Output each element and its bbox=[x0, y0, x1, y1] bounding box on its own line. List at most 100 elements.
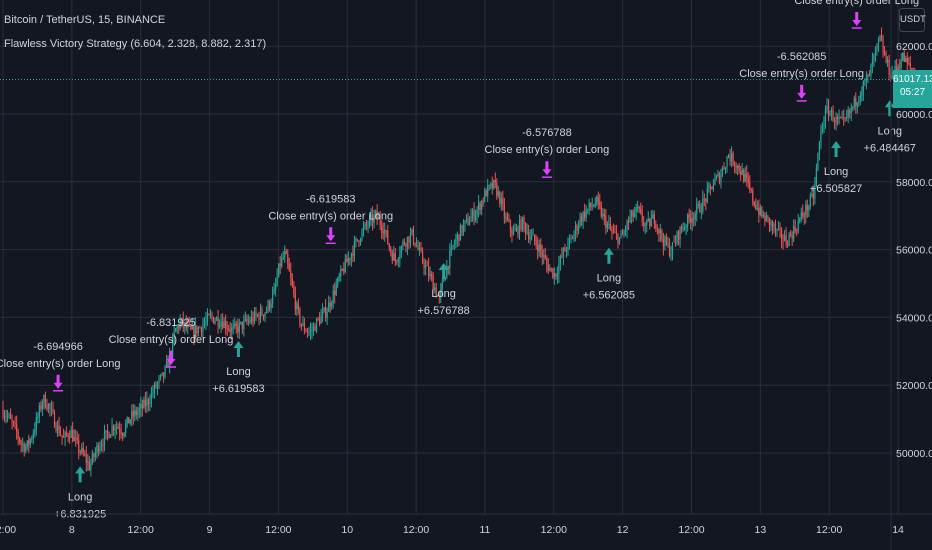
candle-body bbox=[296, 303, 298, 310]
candle-body bbox=[409, 233, 412, 243]
candle-body bbox=[524, 224, 527, 233]
candle-body bbox=[511, 229, 513, 235]
candle-body bbox=[858, 100, 860, 103]
candle-body bbox=[470, 216, 472, 222]
candle-body bbox=[521, 217, 524, 230]
candle-body bbox=[585, 210, 587, 218]
candle-body bbox=[96, 445, 98, 453]
candle-body bbox=[462, 224, 465, 233]
candle-body bbox=[238, 322, 240, 333]
candle-body bbox=[100, 445, 103, 448]
candle-body bbox=[771, 221, 774, 227]
candle-body bbox=[231, 327, 233, 332]
candle-body bbox=[783, 235, 786, 241]
candle-body bbox=[673, 241, 675, 243]
candle-body bbox=[373, 214, 375, 223]
symbol-title[interactable]: Bitcoin / TetherUS, 15, BINANCE bbox=[4, 14, 166, 26]
candle-body bbox=[379, 217, 381, 226]
candle-body bbox=[823, 123, 825, 127]
candle-body bbox=[867, 74, 869, 78]
candle-body bbox=[868, 74, 871, 77]
candle-body bbox=[499, 191, 501, 204]
candle-body bbox=[579, 216, 581, 226]
candle-body bbox=[79, 451, 81, 453]
candle-body bbox=[259, 309, 262, 320]
candle-body bbox=[415, 245, 418, 247]
candle-body bbox=[743, 169, 745, 182]
candle-body bbox=[500, 198, 502, 204]
candle-body bbox=[211, 314, 213, 318]
candle-body bbox=[297, 303, 299, 310]
candle-body bbox=[302, 323, 304, 326]
candle-body bbox=[484, 190, 486, 202]
candle-body bbox=[161, 372, 163, 376]
candle-body bbox=[762, 215, 764, 217]
candle-body bbox=[144, 399, 146, 407]
trade-label: Close entry(s) order Long bbox=[268, 210, 393, 222]
candle-body bbox=[38, 405, 40, 417]
candle-body bbox=[840, 117, 842, 119]
candle-body bbox=[431, 274, 433, 277]
candle-body bbox=[167, 360, 169, 367]
candle-body bbox=[838, 117, 840, 120]
close-exit-arrow-icon bbox=[53, 374, 63, 389]
candle-body bbox=[384, 230, 386, 234]
candle-body bbox=[229, 329, 231, 332]
close-exit-arrow-icon bbox=[542, 161, 552, 176]
candle-body bbox=[341, 269, 343, 270]
trade-label: Close entry(s) order Long bbox=[109, 334, 234, 346]
candle-body bbox=[685, 226, 687, 228]
candle-body bbox=[844, 118, 846, 119]
candle-body bbox=[815, 169, 817, 185]
candle-body bbox=[37, 416, 39, 418]
candle-body bbox=[691, 218, 693, 223]
candle-body bbox=[35, 417, 37, 431]
candle-body bbox=[197, 327, 199, 334]
candle-body bbox=[308, 331, 310, 333]
candle-body bbox=[306, 331, 309, 333]
candle-body bbox=[812, 193, 814, 199]
candle-body bbox=[768, 217, 771, 225]
strategy-legend[interactable]: Flawless Victory Strategy (6.604, 2.328,… bbox=[4, 38, 267, 50]
candle-body bbox=[82, 447, 84, 454]
candle-body bbox=[300, 323, 302, 326]
candle-body bbox=[785, 235, 787, 245]
candle-body bbox=[708, 185, 710, 189]
candle-body bbox=[432, 276, 434, 290]
candle-body bbox=[323, 307, 325, 312]
candle-body bbox=[712, 184, 714, 190]
candle-body bbox=[665, 236, 668, 245]
candle-body bbox=[534, 234, 536, 242]
candle-body bbox=[738, 165, 740, 172]
currency-button[interactable]: USDT bbox=[899, 8, 926, 32]
trade-label: Long bbox=[226, 366, 250, 378]
candle-body bbox=[855, 97, 857, 106]
candle-body bbox=[446, 266, 448, 278]
candle-body bbox=[423, 261, 425, 269]
candle-body bbox=[764, 215, 766, 222]
candle-body bbox=[117, 426, 119, 429]
candle-body bbox=[371, 214, 374, 223]
candle-body bbox=[253, 312, 256, 322]
candle-body bbox=[833, 121, 836, 123]
candle-body bbox=[697, 203, 699, 206]
candle-body bbox=[529, 237, 531, 240]
candle-body bbox=[176, 326, 178, 329]
candle-body bbox=[873, 54, 875, 62]
candle-body bbox=[735, 165, 737, 168]
candle-body bbox=[546, 258, 548, 265]
candle-body bbox=[744, 173, 746, 182]
candle-body bbox=[226, 328, 228, 330]
candle-body bbox=[553, 273, 555, 278]
candle-body bbox=[241, 321, 243, 330]
candle-body bbox=[159, 375, 162, 379]
candle-body bbox=[811, 193, 813, 196]
candle-body bbox=[740, 171, 742, 175]
candle-body bbox=[99, 447, 101, 452]
candle-body bbox=[143, 399, 145, 409]
candle-body bbox=[53, 411, 56, 428]
candle-body bbox=[676, 231, 678, 243]
trade-label: -6.694966 bbox=[33, 341, 83, 353]
candle-body bbox=[191, 326, 193, 330]
